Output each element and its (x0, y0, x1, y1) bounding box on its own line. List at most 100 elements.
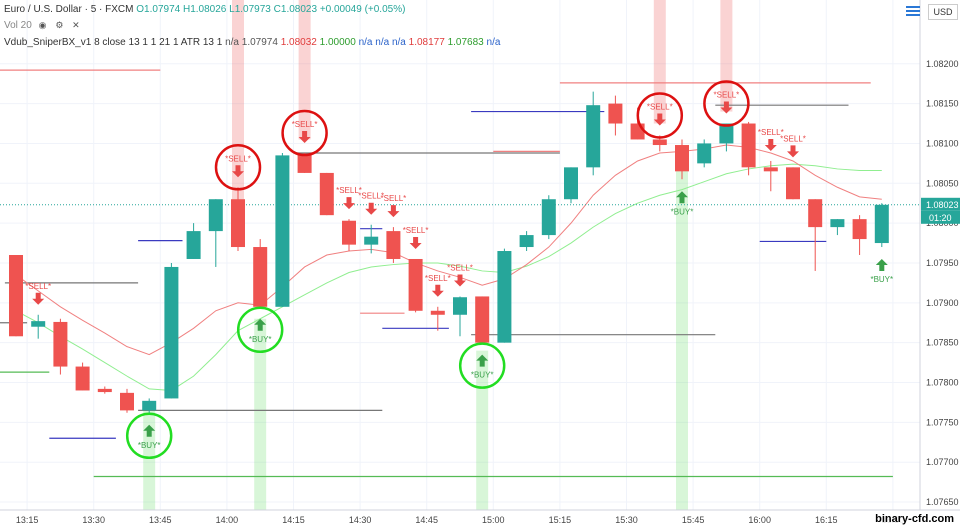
sell-arrow (454, 274, 466, 287)
candle-body (297, 153, 312, 173)
sell-arrow (387, 205, 400, 218)
buy-arrow (254, 318, 267, 331)
volume-legend: Vol 20 ◉ ⚙ ✕ (4, 20, 82, 31)
time-tick-label: 16:00 (748, 515, 771, 525)
candle-body (186, 231, 201, 259)
sell-arrow (409, 236, 422, 249)
sell-label: *SELL* (425, 274, 451, 283)
sell-arrow (298, 131, 311, 143)
candle-body (497, 251, 512, 343)
candle-body (874, 204, 889, 244)
sell-arrow (232, 165, 244, 178)
price-tick-label: 1.08200 (926, 59, 959, 69)
candle-body (53, 321, 68, 367)
interval-label: 5 (90, 4, 97, 15)
symbol-legend: Euro / U.S. Dollar · 5 · FXCM O1.07974 H… (4, 4, 406, 15)
indicator-value: 1.08032 (277, 37, 317, 48)
time-tick-label: 15:00 (482, 515, 505, 525)
last-price-text: 1.08023 (926, 200, 959, 210)
candle-body (564, 167, 578, 200)
time-tick-label: 14:00 (216, 515, 239, 525)
indicator-value: 1.08177 (405, 37, 445, 48)
time-axis-panel (0, 510, 960, 528)
buy-label: *BUY* (870, 275, 893, 284)
indicator-value: n/a (483, 37, 501, 48)
buy-label: *BUY* (471, 371, 494, 380)
indicator-legend: Vdub_SniperBX_v1 8 close 13 1 1 21 1 ATR… (4, 37, 500, 48)
price-tick-label: 1.07700 (926, 457, 959, 467)
candle-body (9, 255, 23, 337)
candle-body (741, 123, 756, 168)
sell-arrow (720, 101, 733, 114)
time-tick-label: 15:15 (549, 515, 572, 525)
source-label: FXCM (105, 4, 134, 15)
candle-body (808, 199, 823, 228)
settings-icon[interactable]: ⚙ (55, 20, 64, 31)
candle-body (453, 297, 467, 315)
candle-body (675, 145, 689, 172)
time-tick-label: 13:15 (16, 515, 39, 525)
watermark: binary-cfd.com (873, 513, 956, 525)
candle-body (31, 321, 46, 327)
sell-arrow (343, 197, 355, 210)
buy-circle (125, 412, 173, 460)
candle-body (630, 123, 645, 140)
candle-body (97, 388, 112, 393)
sell-label: *SELL* (780, 134, 806, 143)
sell-arrow (431, 284, 444, 297)
time-tick-label: 13:45 (149, 515, 172, 525)
volume-label: Vol 20 (4, 20, 32, 31)
price-tick-label: 1.08100 (926, 138, 959, 148)
high-value: H1.08026 (183, 4, 227, 15)
buy-arrow (476, 354, 489, 367)
sell-label: *SELL* (292, 120, 318, 129)
candle-body (408, 258, 423, 311)
candle-body (608, 103, 623, 124)
price-tick-label: 1.07950 (926, 258, 959, 268)
menu-icon[interactable] (906, 6, 920, 16)
sell-label: *SELL* (336, 186, 362, 195)
sell-label: *SELL* (25, 282, 51, 291)
price-tick-label: 1.07850 (926, 338, 959, 348)
indicator-value: n/a (372, 37, 390, 48)
buy-circle (236, 306, 284, 354)
last-price-tag (921, 197, 960, 211)
sell-label: *SELL* (647, 102, 673, 111)
signal-band (476, 350, 489, 510)
indicator-value: n/a (389, 37, 406, 48)
indicator-value: n/a (225, 37, 239, 48)
candle-body (541, 199, 556, 236)
sell-arrow (653, 113, 666, 126)
buy-arrow (676, 191, 688, 204)
signal-band (720, 0, 733, 112)
open-value: O1.07974 (136, 4, 181, 15)
sell-circle (703, 80, 750, 127)
buy-label: *BUY* (671, 207, 694, 216)
sell-arrow (787, 145, 799, 158)
currency-button[interactable]: USD (928, 4, 958, 20)
candle-body (386, 231, 401, 259)
close-icon[interactable]: ✕ (72, 20, 80, 31)
price-axis-panel (920, 0, 960, 528)
ema-line (15, 144, 882, 356)
candle-body (208, 199, 223, 232)
candle-body (120, 392, 134, 411)
buy-label: *BUY* (138, 441, 161, 450)
candle-body (342, 220, 356, 245)
candle-body (697, 143, 712, 164)
time-tick-label: 14:30 (349, 515, 372, 525)
time-tick-label: 15:30 (615, 515, 638, 525)
time-tick-label: 14:45 (415, 515, 438, 525)
candle-body (763, 167, 778, 172)
sell-label: *SELL* (358, 192, 384, 201)
candle-body (430, 310, 445, 315)
price-tick-label: 1.08150 (926, 99, 959, 109)
price-tick-label: 1.07750 (926, 417, 959, 427)
candle-body (830, 219, 845, 228)
price-tick-label: 1.08050 (926, 178, 959, 188)
sell-label: *SELL* (447, 263, 473, 272)
close-value: C1.08023 (273, 4, 318, 15)
eye-icon[interactable]: ◉ (38, 20, 47, 31)
sell-label: *SELL* (758, 128, 784, 137)
